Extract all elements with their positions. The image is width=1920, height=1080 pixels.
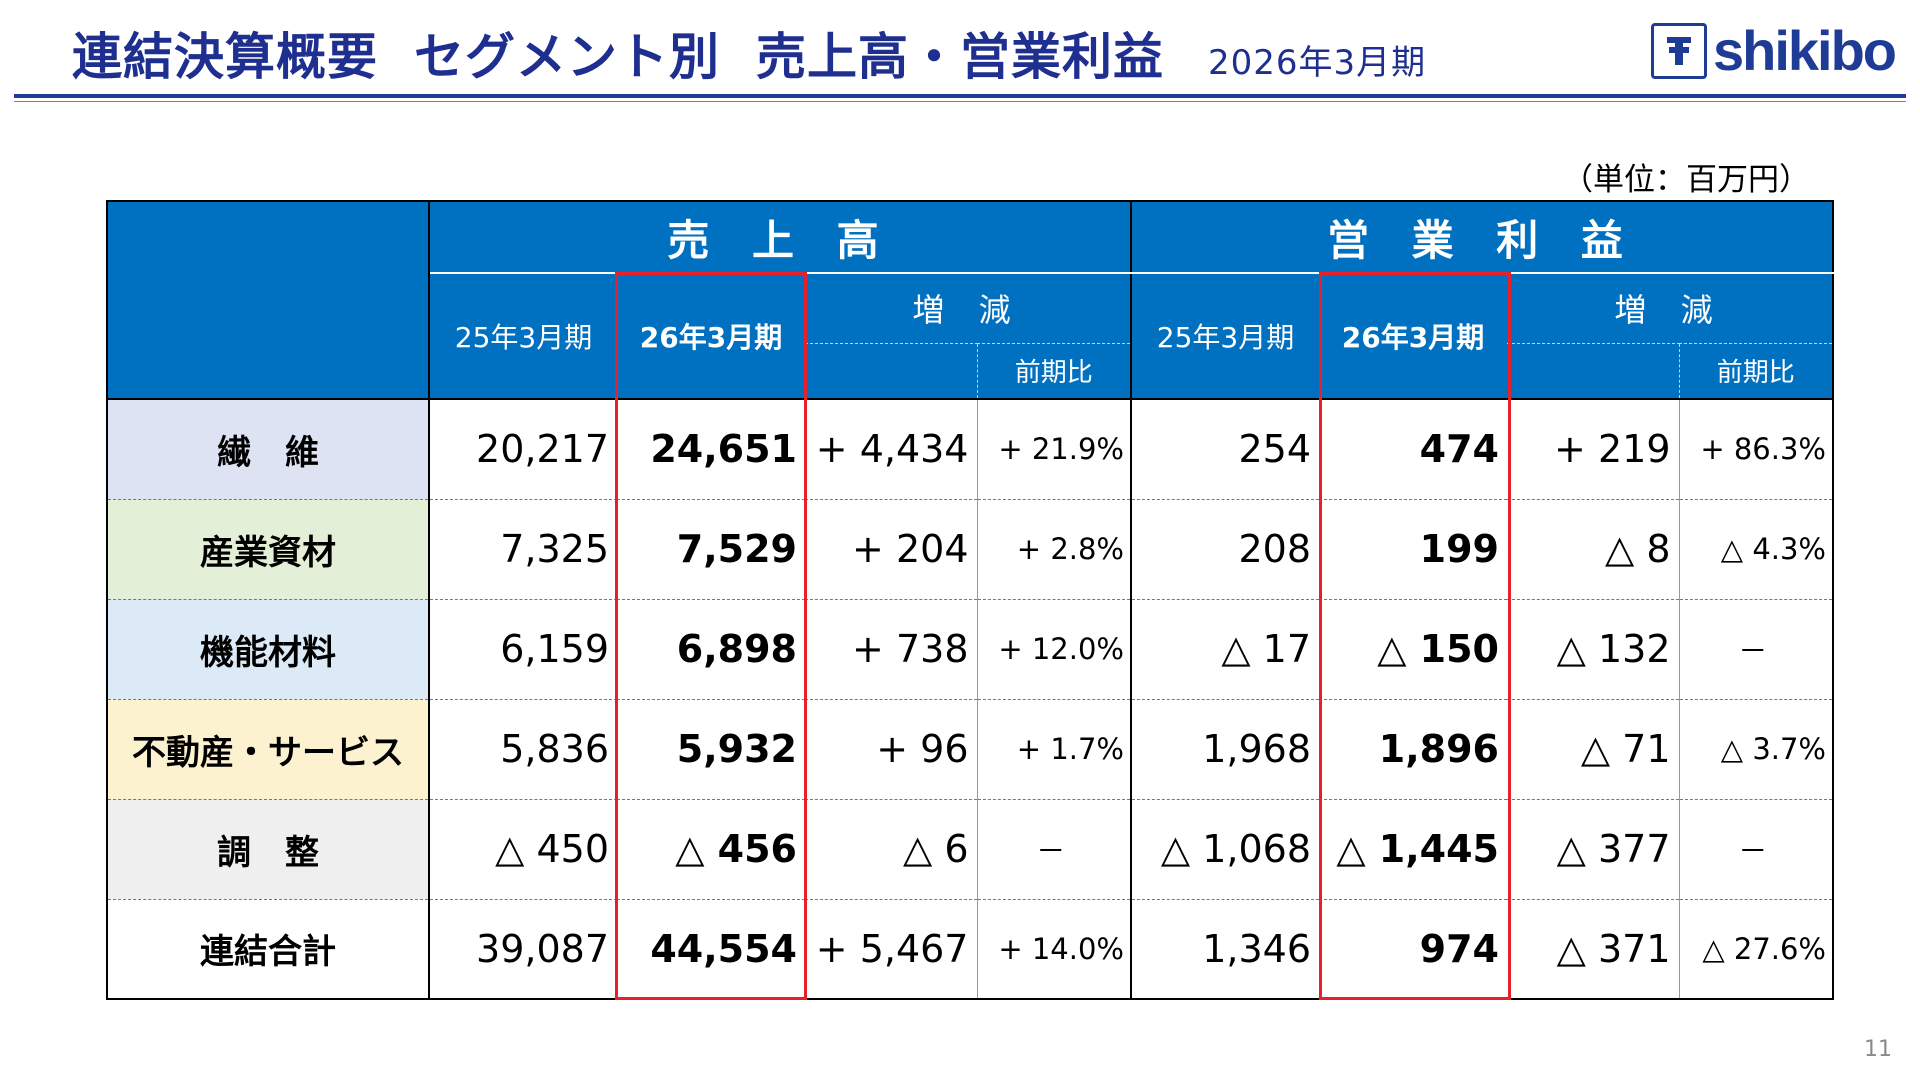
table-row: 調 整 △ 450 △ 456 △ 6 － △ 1,068 △ 1,445 △ 377 －: [106, 798, 1834, 899]
header-spacer: [805, 343, 977, 399]
table-row: 不動産・サービス 5,836 5,932 + 96 + 1.7% 1,968 1,896 △ …: [106, 698, 1834, 799]
page-number: 11: [1864, 1037, 1892, 1062]
header-rule-thin: [14, 101, 1906, 102]
profit-ratio-cell: －: [1678, 598, 1834, 699]
sales-change-cell: + 4,434: [805, 398, 977, 499]
profit-change-cell: △ 8: [1507, 498, 1679, 599]
profit-curr-cell: 199: [1319, 498, 1507, 599]
col-header-sales-prev: 25年3月期: [429, 273, 617, 399]
sales-curr-cell: △ 456: [617, 798, 805, 899]
header-rule: [14, 94, 1906, 98]
profit-prev-cell: △ 17: [1130, 598, 1319, 699]
group-header-sales: 売 上 高: [428, 200, 1132, 274]
sales-curr-cell: 24,651: [617, 398, 805, 499]
row-label: 産業資材: [106, 498, 430, 599]
table-row: 連結合計 39,087 44,554 + 5,467 + 14.0% 1,346 974 △ …: [106, 898, 1834, 1000]
page-title: 連結決算概要 セグメント別 売上高・営業利益 2026年3月期: [72, 18, 1426, 88]
sales-curr-cell: 7,529: [617, 498, 805, 599]
profit-change-cell: △ 132: [1507, 598, 1679, 699]
profit-change-cell: + 219: [1507, 398, 1679, 499]
title-part-2: セグメント別: [414, 28, 720, 86]
sales-curr-cell: 44,554: [617, 898, 805, 1000]
row-label: 繊 維: [106, 398, 430, 499]
header-spacer: [1507, 343, 1679, 399]
sales-change-cell: + 204: [805, 498, 977, 599]
sales-prev-cell: 39,087: [429, 898, 617, 1000]
col-header-sales-ratio: 前期比: [976, 343, 1131, 399]
col-header-profit-curr: 26年3月期: [1319, 273, 1507, 399]
profit-curr-cell: △ 150: [1319, 598, 1507, 699]
sales-change-cell: + 96: [805, 698, 977, 799]
sales-prev-cell: 7,325: [429, 498, 617, 599]
profit-change-cell: △ 371: [1507, 898, 1679, 1000]
row-label: 調 整: [106, 798, 430, 899]
profit-prev-cell: 254: [1130, 398, 1319, 499]
logo-text: shikibo: [1712, 19, 1897, 82]
sales-ratio-cell: + 21.9%: [976, 398, 1131, 499]
profit-ratio-cell: + 86.3%: [1678, 398, 1834, 499]
profit-ratio-cell: △ 3.7%: [1678, 698, 1834, 799]
profit-curr-cell: △ 1,445: [1319, 798, 1507, 899]
sales-prev-cell: 5,836: [429, 698, 617, 799]
profit-change-cell: △ 377: [1507, 798, 1679, 899]
profit-prev-cell: 1,968: [1130, 698, 1319, 799]
profit-change-cell: △ 71: [1507, 698, 1679, 799]
profit-ratio-cell: △ 27.6%: [1678, 898, 1834, 1000]
sales-curr-cell: 6,898: [617, 598, 805, 699]
title-part-1: 連結決算概要: [72, 28, 378, 86]
profit-curr-cell: 974: [1319, 898, 1507, 1000]
col-header-profit-change: 増 減: [1507, 273, 1834, 344]
table-row: 繊 維 20,217 24,651 + 4,434 + 21.9% 254 474 + 219…: [106, 398, 1834, 499]
group-header-profit: 営 業 利 益: [1130, 200, 1834, 274]
profit-curr-cell: 474: [1319, 398, 1507, 499]
sales-change-cell: △ 6: [805, 798, 977, 899]
col-header-profit-ratio: 前期比: [1678, 343, 1834, 399]
sales-prev-cell: 6,159: [429, 598, 617, 699]
segment-table: 売 上 高 営 業 利 益 25年3月期 26年3月期 増 減 25年3月期 2…: [106, 200, 1834, 1000]
company-logo: shikibo: [1650, 18, 1897, 83]
sales-ratio-cell: + 1.7%: [976, 698, 1131, 799]
row-label: 連結合計: [106, 898, 430, 1000]
table-row: 機能材料 6,159 6,898 + 738 + 12.0% △ 17 △ 150 △ 132…: [106, 598, 1834, 699]
fiscal-period: 2026年3月期: [1208, 42, 1427, 83]
col-header-sales-curr: 26年3月期: [617, 273, 805, 399]
sales-change-cell: + 738: [805, 598, 977, 699]
unit-label: （単位：百万円）: [1562, 162, 1810, 198]
title-part-3: 売上高・営業利益: [756, 28, 1164, 86]
row-label: 機能材料: [106, 598, 430, 699]
profit-ratio-cell: －: [1678, 798, 1834, 899]
logo-mark-icon: [1650, 22, 1707, 79]
sales-change-cell: + 5,467: [805, 898, 977, 1000]
row-label: 不動産・サービス: [106, 698, 430, 799]
col-header-profit-prev: 25年3月期: [1130, 273, 1319, 399]
sales-prev-cell: △ 450: [429, 798, 617, 899]
col-header-sales-change: 増 減: [805, 273, 1131, 344]
profit-prev-cell: 1,346: [1130, 898, 1319, 1000]
sales-ratio-cell: + 2.8%: [976, 498, 1131, 599]
header-corner: [106, 200, 430, 400]
profit-prev-cell: 208: [1130, 498, 1319, 599]
table-row: 産業資材 7,325 7,529 + 204 + 2.8% 208 199 △ 8 △ 4.3%: [106, 498, 1834, 599]
sales-ratio-cell: + 12.0%: [976, 598, 1131, 699]
sales-ratio-cell: + 14.0%: [976, 898, 1131, 1000]
sales-ratio-cell: －: [976, 798, 1131, 899]
sales-curr-cell: 5,932: [617, 698, 805, 799]
profit-prev-cell: △ 1,068: [1130, 798, 1319, 899]
sales-prev-cell: 20,217: [429, 398, 617, 499]
profit-ratio-cell: △ 4.3%: [1678, 498, 1834, 599]
profit-curr-cell: 1,896: [1319, 698, 1507, 799]
